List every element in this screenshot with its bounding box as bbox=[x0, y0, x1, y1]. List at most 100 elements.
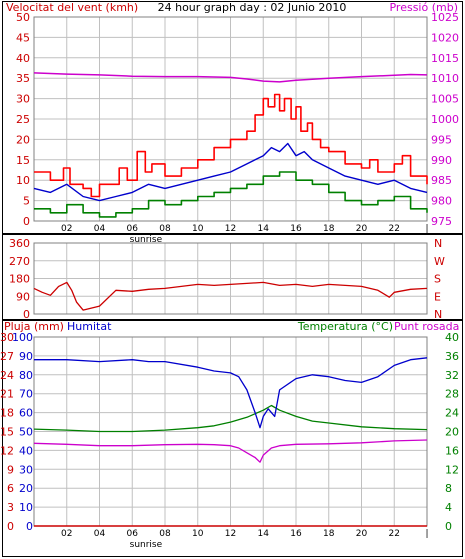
humidity-y-tick: 80 bbox=[19, 369, 33, 382]
x-tick-end: | bbox=[425, 224, 428, 234]
compass-tick: E bbox=[434, 290, 441, 303]
wind-y-tick: 35 bbox=[16, 72, 30, 85]
rain-axis-title: Pluja (mm) bbox=[4, 320, 64, 333]
x-tick-label: 10 bbox=[192, 224, 204, 234]
humidity-y-tick: 0 bbox=[26, 520, 33, 533]
wind-y-tick: 25 bbox=[16, 113, 30, 126]
sunrise-marker: sunrise bbox=[130, 235, 163, 245]
temperature-y-tick: 12 bbox=[445, 463, 459, 476]
pressure-y-tick: 1000 bbox=[431, 113, 459, 126]
compass-tick: N bbox=[434, 308, 442, 321]
panel-border bbox=[2, 320, 463, 557]
temperature-y-tick: 4 bbox=[445, 501, 452, 514]
rain-y-tick: 15 bbox=[0, 426, 14, 439]
x-tick-label: 06 bbox=[127, 529, 139, 539]
wind-y-tick: 30 bbox=[16, 93, 30, 106]
humidity-y-tick: 20 bbox=[19, 482, 33, 495]
wind-min-line bbox=[34, 171, 428, 218]
humidity-y-tick: 10 bbox=[19, 501, 33, 514]
humidity-y-tick: 50 bbox=[19, 426, 33, 439]
humidity-y-tick: 100 bbox=[12, 331, 33, 344]
x-tick-label: 08 bbox=[159, 224, 171, 234]
wind-pressure-panel: 02 04 06 08 10 12 14 16 18 20 22 |05101520253035404… bbox=[2, 1, 463, 245]
x-tick-label: 14 bbox=[258, 224, 270, 234]
direction-line bbox=[33, 281, 428, 311]
humidity-y-tick: 40 bbox=[19, 444, 33, 457]
pressure-y-tick: 1010 bbox=[431, 72, 459, 85]
temperature-y-tick: 16 bbox=[445, 444, 459, 457]
direction-y-tick: 90 bbox=[16, 290, 30, 303]
x-tick-label: 20 bbox=[356, 529, 368, 539]
plot-area bbox=[33, 16, 428, 222]
wind-y-tick: 10 bbox=[16, 174, 30, 187]
x-tick-label: 20 bbox=[356, 224, 368, 234]
x-tick-label: 04 bbox=[94, 529, 106, 539]
pressure-line bbox=[33, 72, 428, 83]
direction-y-tick: 0 bbox=[23, 308, 30, 321]
sunrise-marker: sunrise bbox=[130, 540, 163, 550]
temperature-y-tick: 20 bbox=[445, 426, 459, 439]
rain-y-tick: 30 bbox=[0, 331, 14, 344]
wind-y-tick: 5 bbox=[23, 195, 30, 208]
wind-axis-title: Velocitat del vent (kmh) bbox=[6, 1, 138, 14]
x-tick-label: 02 bbox=[61, 224, 72, 234]
pressure-axis-title: Pressió (mb) bbox=[389, 1, 458, 14]
humidity-line bbox=[34, 357, 428, 429]
humidity-y-tick: 60 bbox=[19, 407, 33, 420]
x-tick-end: | bbox=[425, 529, 428, 539]
x-tick-label: 22 bbox=[389, 224, 400, 234]
graph-title: 24 hour graph day : 02 Junio 2010 bbox=[158, 1, 347, 14]
temperature-y-tick: 0 bbox=[445, 520, 452, 533]
compass-tick: W bbox=[434, 255, 445, 268]
direction-y-tick: 180 bbox=[9, 273, 30, 286]
rain-y-tick: 3 bbox=[7, 501, 14, 514]
pressure-y-tick: 995 bbox=[431, 133, 452, 146]
x-tick-label: 12 bbox=[225, 224, 236, 234]
x-tick-label: 06 bbox=[127, 224, 139, 234]
rain-y-tick: 24 bbox=[0, 369, 14, 382]
pressure-y-tick: 990 bbox=[431, 154, 452, 167]
temperature-y-tick: 32 bbox=[445, 369, 459, 382]
pressure-y-tick: 980 bbox=[431, 195, 452, 208]
humidity-axis-title: Humitat bbox=[67, 320, 112, 333]
rain-y-tick: 27 bbox=[0, 350, 14, 363]
wind-avg-line bbox=[33, 142, 428, 202]
pressure-y-tick: 975 bbox=[431, 215, 452, 228]
direction-y-tick: 360 bbox=[9, 237, 30, 250]
x-tick-label: 22 bbox=[389, 529, 400, 539]
compass-tick: N bbox=[434, 237, 442, 250]
wind-y-tick: 15 bbox=[16, 154, 30, 167]
x-tick-label: 02 bbox=[61, 529, 72, 539]
humidity-y-tick: 30 bbox=[19, 463, 33, 476]
wind-y-tick: 20 bbox=[16, 133, 30, 146]
compass-tick: S bbox=[434, 273, 441, 286]
x-tick-label: 10 bbox=[192, 529, 204, 539]
temperature-y-tick: 24 bbox=[445, 407, 459, 420]
x-tick-label: 18 bbox=[323, 529, 335, 539]
rain-y-tick: 9 bbox=[7, 463, 14, 476]
wind-y-tick: 0 bbox=[23, 215, 30, 228]
wind-gust-line bbox=[34, 93, 428, 198]
humidity-y-tick: 90 bbox=[19, 350, 33, 363]
rain-y-tick: 21 bbox=[0, 388, 14, 401]
rain-y-tick: 0 bbox=[7, 520, 14, 533]
pressure-y-tick: 1005 bbox=[431, 93, 459, 106]
temperature-y-tick: 28 bbox=[445, 388, 459, 401]
temperature-y-tick: 40 bbox=[445, 331, 459, 344]
x-tick-label: 18 bbox=[323, 224, 335, 234]
pressure-y-tick: 985 bbox=[431, 174, 452, 187]
dewpoint-axis-title: Punt rosada bbox=[394, 320, 459, 333]
temperature-y-tick: 36 bbox=[445, 350, 459, 363]
dewpoint-line bbox=[33, 439, 428, 463]
pressure-y-tick: 1025 bbox=[431, 11, 459, 24]
panel-border bbox=[2, 234, 463, 320]
wind-y-tick: 45 bbox=[16, 31, 30, 44]
direction-y-tick: 270 bbox=[9, 255, 30, 268]
pressure-y-tick: 1020 bbox=[431, 31, 459, 44]
x-tick-label: 08 bbox=[159, 529, 171, 539]
x-tick-label: 14 bbox=[258, 529, 270, 539]
x-tick-label: 12 bbox=[225, 529, 236, 539]
wind-y-tick: 50 bbox=[16, 11, 30, 24]
